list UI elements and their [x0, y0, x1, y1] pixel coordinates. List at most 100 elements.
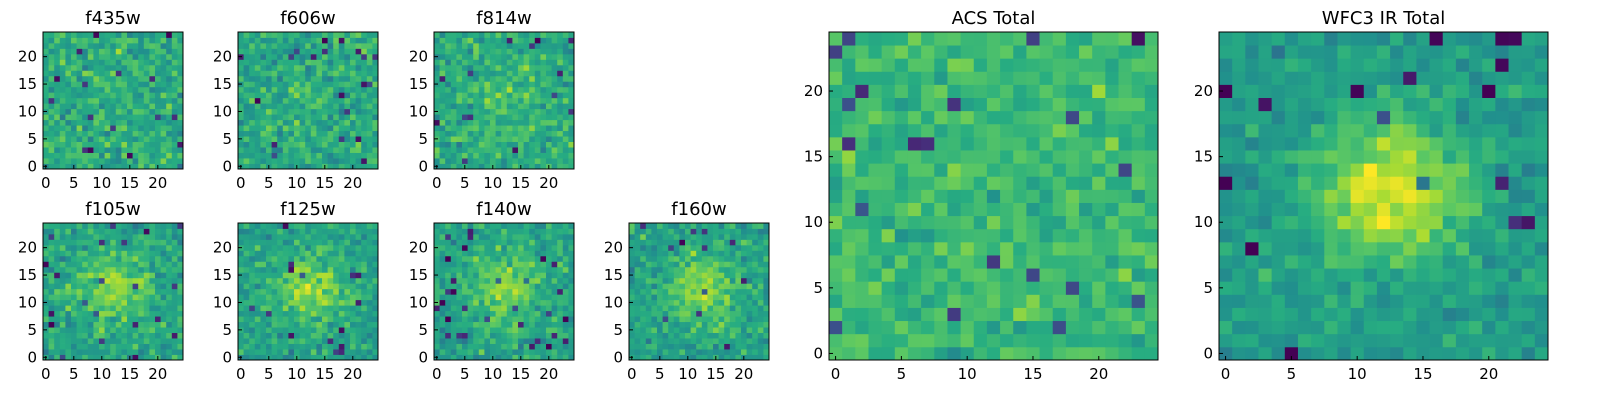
heatmap-cell: [757, 233, 764, 240]
heatmap-cell: [59, 70, 66, 77]
heatmap-cell: [93, 158, 100, 164]
heatmap-cell: [93, 70, 100, 77]
heatmap-cell: [366, 64, 373, 71]
x-tick-label: 0: [432, 365, 442, 383]
heatmap-cell: [506, 141, 513, 148]
heatmap-cell: [1131, 320, 1146, 335]
heatmap-cell: [149, 163, 156, 170]
heatmap-cell: [462, 266, 468, 273]
heatmap-cell: [171, 108, 178, 115]
heatmap-cell: [473, 338, 480, 344]
heatmap-cell: [282, 81, 289, 88]
heatmap-cell: [76, 158, 83, 164]
heatmap-cell: [48, 158, 55, 164]
heatmap-cell: [640, 255, 647, 262]
heatmap-cell: [310, 244, 317, 251]
heatmap-cell: [757, 250, 764, 257]
heatmap-cell: [529, 152, 536, 159]
heatmap-cell: [1118, 123, 1133, 138]
heatmap-cell: [484, 283, 491, 290]
heatmap-cell: [305, 42, 312, 49]
heatmap-cell: [271, 103, 278, 110]
heatmap-cell: [445, 223, 452, 229]
heatmap-cell: [143, 114, 150, 121]
heatmap-cell: [829, 202, 843, 217]
heatmap-cell: [529, 147, 536, 153]
heatmap-cell: [495, 255, 502, 262]
heatmap-cell: [143, 97, 150, 104]
heatmap-cell: [282, 250, 289, 257]
heatmap-cell: [299, 266, 306, 273]
heatmap-cell: [71, 92, 77, 99]
heatmap-cell: [305, 64, 312, 71]
heatmap-cell: [679, 316, 686, 323]
heatmap-cell: [1118, 346, 1133, 361]
heatmap-cell: [1065, 136, 1080, 151]
heatmap-cell: [484, 272, 491, 279]
heatmap-cell: [266, 327, 272, 333]
heatmap-cell: [490, 64, 496, 71]
heatmap-cell: [82, 48, 89, 55]
x-tick-label: 5: [69, 174, 79, 192]
heatmap-cell: [288, 228, 295, 235]
heatmap-cell: [43, 261, 49, 268]
heatmap-cell: [562, 310, 569, 317]
heatmap-cell: [361, 255, 368, 262]
heatmap-cell: [1144, 346, 1159, 361]
heatmap-cell: [143, 250, 150, 257]
heatmap-cell: [305, 48, 312, 55]
heatmap-cell: [546, 321, 552, 328]
heatmap-cell: [338, 108, 345, 115]
heatmap-cell: [490, 86, 496, 93]
heatmap-cell: [171, 272, 178, 279]
heatmap-cell: [568, 158, 575, 164]
heatmap-cell: [316, 349, 323, 355]
heatmap-cell: [439, 266, 446, 273]
heatmap-cell: [439, 75, 446, 82]
heatmap-cell: [562, 349, 569, 355]
heatmap-cell: [121, 332, 128, 339]
heatmap-cell: [657, 272, 663, 279]
heatmap-cell: [534, 332, 541, 339]
heatmap-cell: [518, 239, 524, 246]
heatmap-cell: [696, 288, 703, 295]
heatmap-cell: [512, 32, 519, 38]
heatmap-cell: [177, 332, 184, 339]
heatmap-cell: [450, 338, 457, 344]
heatmap-cell: [501, 233, 508, 240]
heatmap-cell: [534, 327, 541, 333]
heatmap-cell: [333, 130, 340, 137]
heatmap-cell: [462, 75, 468, 82]
heatmap-cell: [701, 343, 708, 350]
heatmap-cell: [506, 343, 513, 350]
heatmap-cell: [551, 48, 558, 55]
heatmap-cell: [288, 75, 295, 82]
heatmap-cell: [523, 108, 530, 115]
heatmap-cell: [868, 176, 883, 190]
heatmap-cell: [986, 150, 1001, 164]
heatmap-cell: [277, 255, 284, 262]
heatmap-cell: [327, 223, 334, 229]
heatmap-cell: [59, 305, 66, 312]
heatmap-cell: [894, 136, 909, 151]
heatmap-cell: [679, 277, 686, 284]
heatmap-cell: [76, 266, 83, 273]
heatmap-cell: [160, 125, 167, 132]
heatmap-cell: [1000, 307, 1014, 322]
heatmap-cell: [127, 108, 133, 115]
heatmap-cell: [288, 152, 295, 159]
heatmap-cell: [735, 349, 742, 355]
heatmap-cell: [333, 92, 340, 99]
heatmap-cell: [551, 130, 558, 137]
heatmap-cell: [160, 233, 167, 240]
heatmap-cell: [629, 332, 635, 339]
heatmap-cell: [1039, 255, 1054, 269]
heatmap-cell: [127, 64, 133, 71]
heatmap-cell: [439, 53, 446, 60]
heatmap-cell: [48, 130, 55, 137]
heatmap-cell: [462, 141, 468, 148]
heatmap-cell: [701, 294, 708, 301]
heatmap-cell: [495, 32, 502, 38]
heatmap-cell: [557, 81, 564, 88]
